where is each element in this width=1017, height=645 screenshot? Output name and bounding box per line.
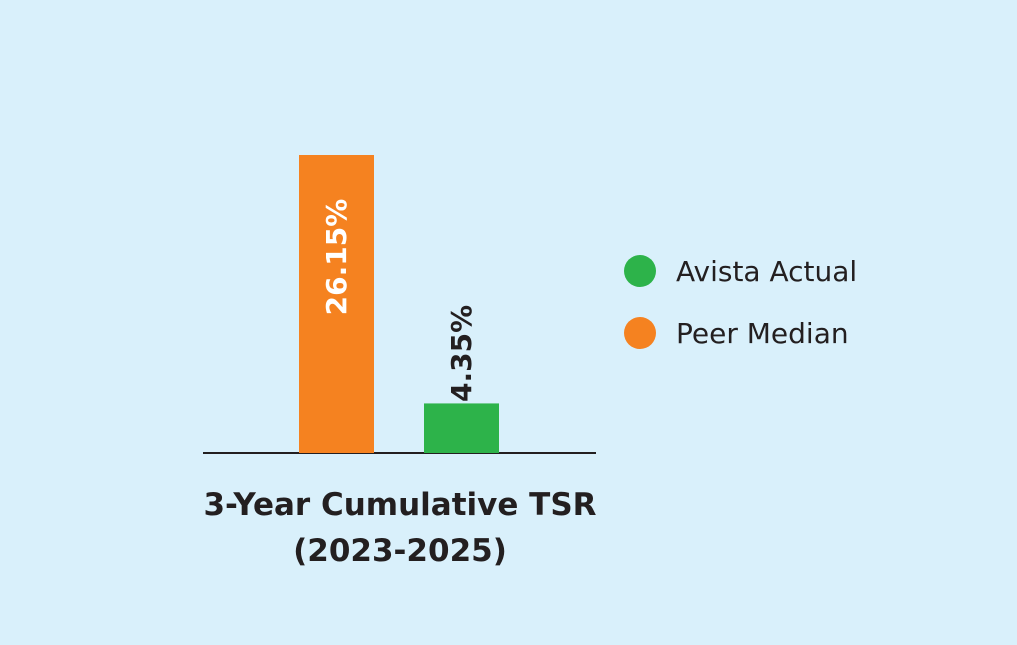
legend-swatch-peer-median bbox=[624, 317, 656, 349]
legend-item-peer-median: Peer Median bbox=[624, 316, 849, 350]
chart-title-line-1: 3-Year Cumulative TSR bbox=[203, 487, 597, 523]
legend-item-avista-actual: Avista Actual bbox=[624, 254, 857, 288]
legend-label-avista-actual: Avista Actual bbox=[676, 254, 858, 288]
bar-value-label-peer-median: 26.15% bbox=[320, 199, 353, 316]
bar-value-label-avista-actual: 4.35% bbox=[445, 305, 478, 402]
bar-avista-actual bbox=[424, 403, 499, 453]
chart-title-line-2: (2023-2025) bbox=[293, 533, 507, 569]
legend-swatch-avista-actual bbox=[624, 255, 656, 287]
bar-peer-median bbox=[299, 155, 374, 453]
legend-label-peer-median: Peer Median bbox=[676, 316, 849, 350]
